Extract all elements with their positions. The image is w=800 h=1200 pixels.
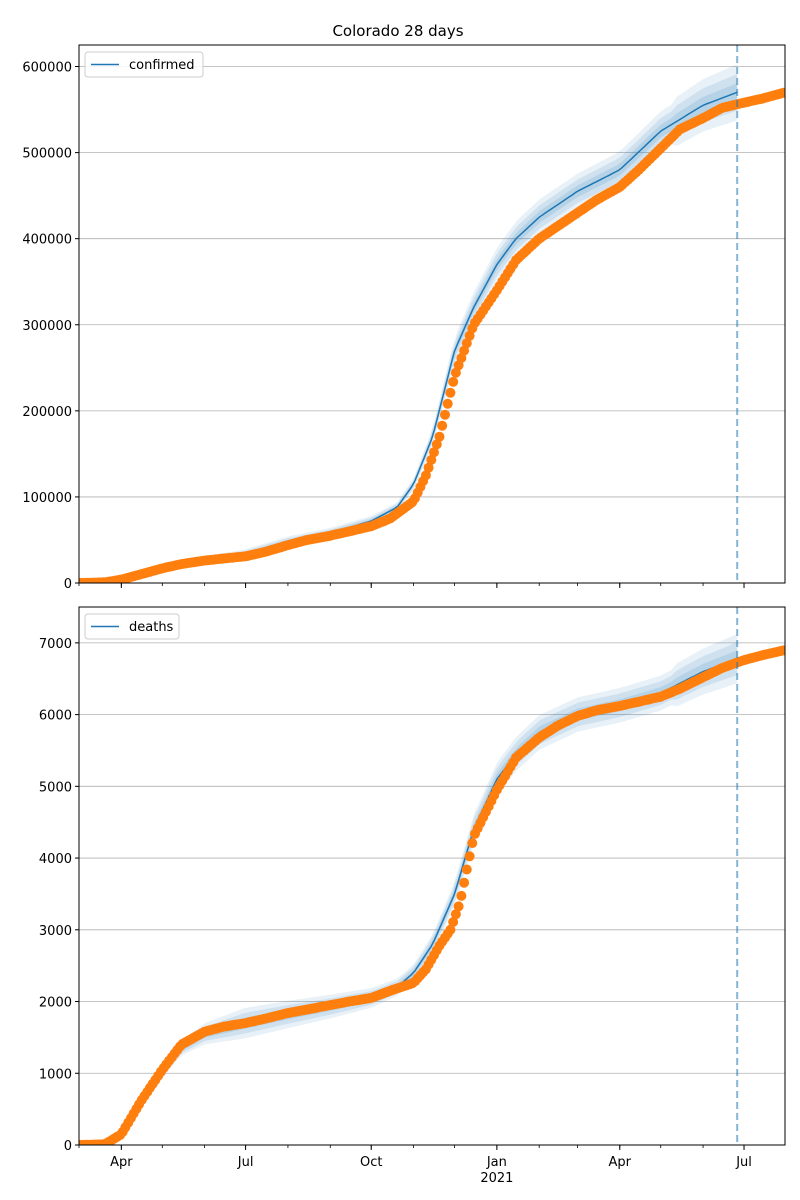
y-tick-label: 0 (64, 577, 72, 592)
x-tick-label: Apr (609, 1155, 632, 1170)
chart-title: Colorado 28 days (332, 22, 463, 40)
y-tick-label: 300000 (22, 319, 72, 334)
y-tick-label: 1000 (39, 1067, 72, 1082)
y-tick-label: 5000 (39, 780, 72, 795)
y-tick-label: 400000 (22, 233, 72, 248)
observed-point (778, 87, 785, 98)
observed-point (448, 376, 459, 387)
observed-point (431, 439, 442, 450)
observed-points (79, 645, 785, 1145)
observed-point (445, 924, 456, 935)
y-tick-label: 500000 (22, 147, 72, 162)
x-tick-label: Oct (360, 1155, 382, 1170)
axes-frame (78, 44, 786, 584)
deaths-plot: 0 1000 2000 3000 4000 5000 6000 7000 Apr Jul Oct Ja… (39, 606, 786, 1186)
uncertainty-band-middle (79, 642, 738, 1145)
legend-label: confirmed (129, 58, 195, 73)
observed-point (434, 431, 445, 442)
x-tick-label: Jan (486, 1155, 507, 1170)
observed-point (445, 387, 456, 398)
observed-point (467, 838, 478, 849)
observed-point (456, 890, 467, 901)
uncertainty-band-outer (79, 634, 738, 1145)
x-tick-label: Jul (237, 1155, 254, 1170)
observed-point (448, 917, 459, 927)
legend-label: deaths (129, 620, 174, 635)
y-tick-label: 100000 (22, 491, 72, 506)
y-tick-label: 3000 (39, 924, 72, 939)
observed-points (79, 87, 785, 583)
y-tick-label: 7000 (39, 637, 72, 652)
x-tick-year-label: 2021 (480, 1171, 513, 1186)
uncertainty-band-middle (79, 74, 738, 583)
observed-point (453, 901, 464, 912)
observed-point (459, 877, 470, 888)
uncertainty-band-inner (79, 650, 738, 1145)
x-tick-label: Apr (110, 1155, 133, 1170)
observed-point (429, 447, 439, 458)
y-tick-label: 6000 (39, 709, 72, 724)
observed-point (778, 645, 785, 656)
legend-box (84, 51, 204, 78)
observed-point (442, 398, 453, 409)
y-tick-label: 4000 (39, 852, 72, 867)
x-tick-label: Jul (735, 1155, 752, 1170)
legend: deaths (84, 613, 180, 640)
legend: confirmed (84, 51, 204, 78)
confirmed-plot: 0 100000 200000 300000 400000 500000 600000 con… (22, 44, 786, 592)
series-line-deaths (79, 657, 738, 1145)
y-tick-label: 0 (64, 1139, 72, 1154)
observed-point (464, 851, 475, 862)
y-tick-label: 2000 (39, 996, 72, 1011)
axes-frame (78, 606, 786, 1146)
observed-point (450, 909, 461, 920)
observed-point (426, 454, 437, 465)
y-tick-label: 600000 (22, 61, 72, 76)
legend-box (84, 613, 180, 640)
observed-point (461, 864, 472, 875)
observed-point (437, 420, 448, 431)
observed-point (423, 462, 434, 473)
observed-point (440, 409, 450, 420)
y-tick-label: 200000 (22, 405, 72, 420)
observed-point (420, 470, 431, 481)
